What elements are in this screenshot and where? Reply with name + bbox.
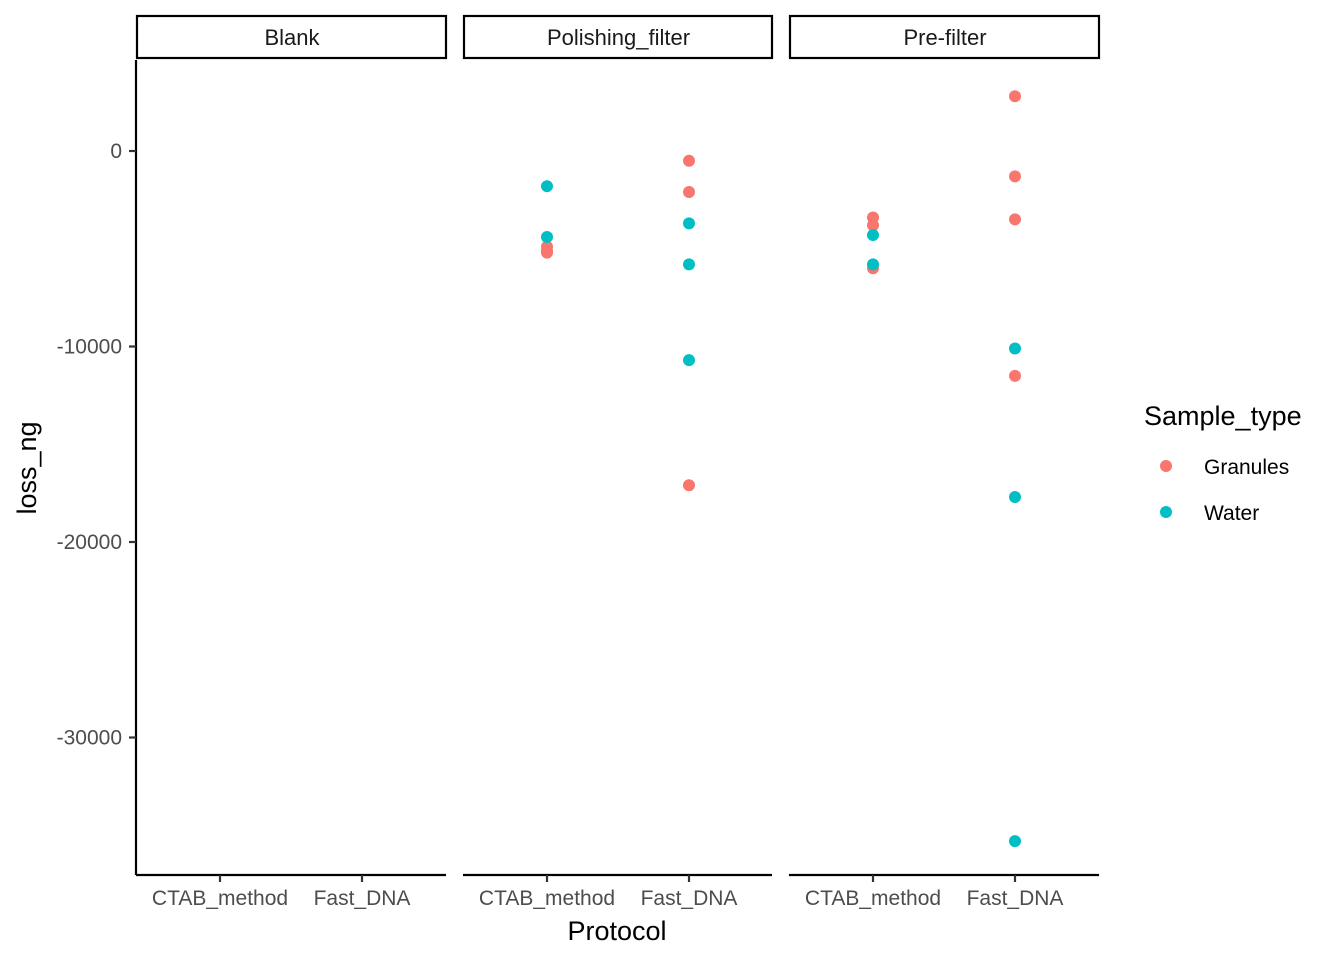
facet-strip-label: Blank: [264, 25, 320, 50]
y-tick-label: -10000: [57, 336, 122, 359]
point-water: [867, 258, 879, 271]
point-water: [683, 354, 695, 367]
legend-label-water: Water: [1204, 502, 1259, 525]
point-water: [1009, 491, 1021, 504]
facet-strips: Blank Polishing_filter Pre-filter: [135, 14, 1101, 60]
y-tick-label: 0: [110, 140, 122, 163]
point-water: [867, 229, 879, 242]
facet-strip-label: Polishing_filter: [547, 25, 690, 50]
y-tick-label: -20000: [57, 531, 122, 554]
legend-key-granules: [1160, 460, 1172, 472]
point-water: [683, 258, 695, 271]
x-tick-label: Fast_DNA: [967, 887, 1064, 910]
point-granules: [1009, 369, 1021, 382]
facet-strip-polishing-filter: [462, 14, 774, 60]
point-granules: [867, 219, 879, 232]
point-water: [683, 217, 695, 230]
point-granules: [1009, 213, 1021, 226]
facet-strip-label: Pre-filter: [903, 25, 986, 50]
legend: Sample_type Granules Water: [1144, 401, 1302, 525]
facet-strip-blank: [135, 14, 448, 60]
point-granules: [541, 246, 553, 259]
point-granules: [1009, 90, 1021, 103]
legend-label-granules: Granules: [1204, 456, 1289, 479]
axes: 0 -10000 -20000 -30000 CTAB_method Fast_DNA CT…: [57, 60, 1099, 910]
x-tick-label: CTAB_method: [152, 887, 288, 910]
point-water: [1009, 342, 1021, 355]
data-points: [541, 90, 1021, 848]
legend-title: Sample_type: [1144, 401, 1302, 431]
legend-key-water: [1160, 506, 1172, 518]
x-tick-label: CTAB_method: [479, 887, 615, 910]
point-granules: [683, 154, 695, 167]
point-granules: [683, 479, 695, 492]
facet-strip-pre-filter: [788, 14, 1101, 60]
point-water: [541, 180, 553, 193]
point-water: [1009, 835, 1021, 848]
x-axis-title: Protocol: [567, 916, 666, 946]
y-tick-label: -30000: [57, 727, 122, 750]
y-axis-title: loss_ng: [12, 421, 42, 514]
x-tick-label: Fast_DNA: [314, 887, 411, 910]
x-tick-label: CTAB_method: [805, 887, 941, 910]
point-water: [541, 231, 553, 244]
point-granules: [1009, 170, 1021, 183]
point-granules: [683, 186, 695, 199]
x-tick-label: Fast_DNA: [641, 887, 738, 910]
